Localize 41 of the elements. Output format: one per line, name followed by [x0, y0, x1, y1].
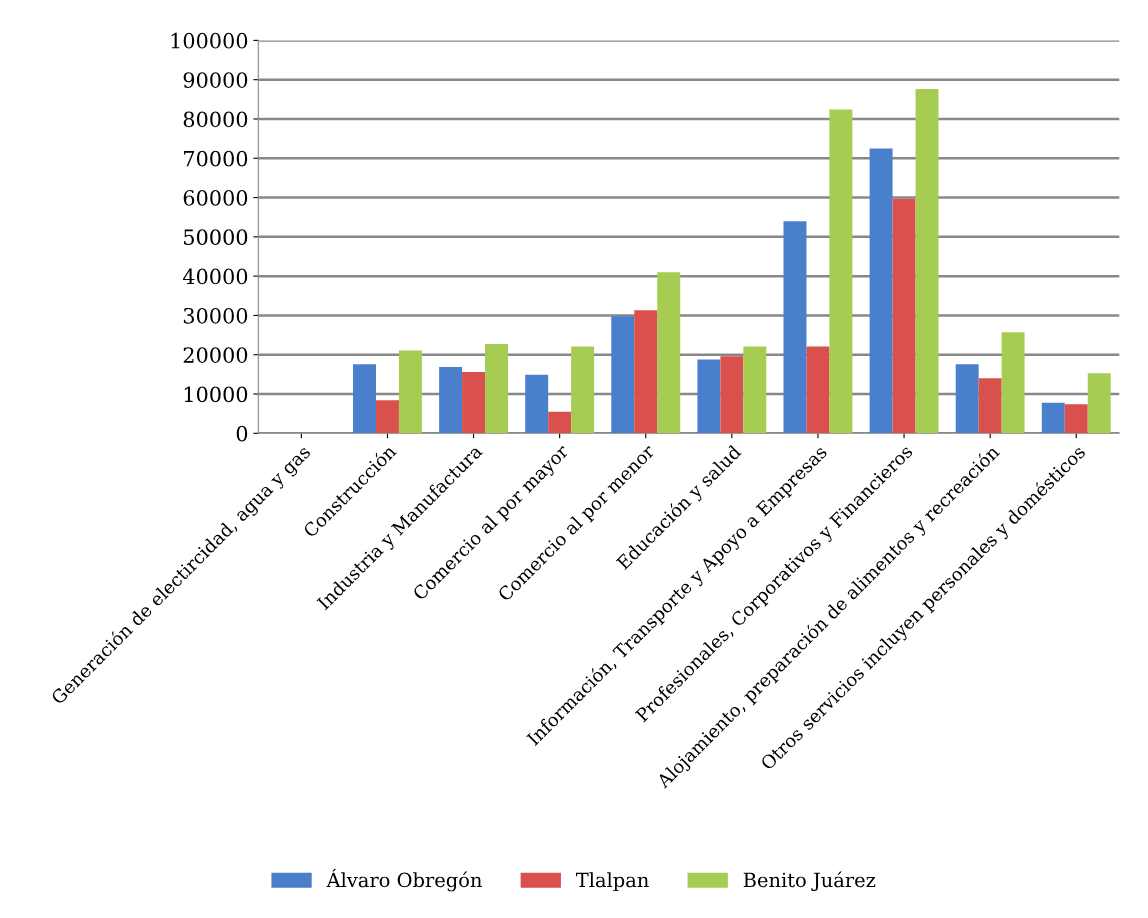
bar	[1064, 404, 1088, 434]
y-tick-label: 50000	[184, 229, 248, 246]
y-tick-label: 30000	[183, 307, 248, 324]
y-tick-label: 10000	[184, 386, 248, 403]
bar	[548, 411, 572, 434]
legend-label: Álvaro Obregón	[326, 869, 482, 892]
bar	[571, 346, 595, 434]
bar	[697, 359, 721, 434]
bar	[783, 221, 807, 434]
bar	[1001, 332, 1025, 434]
y-tick-label: 100000	[171, 32, 248, 49]
bar	[657, 272, 681, 434]
bar	[720, 356, 744, 434]
y-tick-label: 60000	[183, 190, 248, 206]
y-tick-label: 90000	[183, 72, 248, 88]
y-tick-label: 0	[236, 425, 248, 442]
y-tick-label: 80000	[183, 111, 248, 128]
bar	[1087, 373, 1111, 434]
bar	[978, 378, 1002, 434]
bar	[611, 316, 635, 434]
bar	[1041, 402, 1065, 434]
y-tick-label: 70000	[184, 150, 248, 167]
bar	[955, 364, 979, 434]
bar	[634, 310, 658, 434]
bar	[462, 372, 486, 434]
bar	[398, 350, 422, 434]
bar	[525, 374, 549, 434]
bar	[806, 346, 830, 434]
bar	[353, 364, 376, 434]
bar	[439, 366, 463, 434]
bar	[892, 198, 916, 434]
bar	[485, 344, 508, 434]
bar	[869, 148, 893, 434]
y-tick-label: 40000	[182, 268, 248, 285]
bar	[829, 109, 853, 434]
legend-label: Benito Juárez	[743, 871, 876, 892]
bar	[915, 89, 939, 434]
bar	[375, 400, 399, 434]
bar	[743, 346, 767, 434]
legend-label: Tlalpan	[575, 872, 649, 892]
y-tick-label: 20000	[183, 347, 248, 363]
